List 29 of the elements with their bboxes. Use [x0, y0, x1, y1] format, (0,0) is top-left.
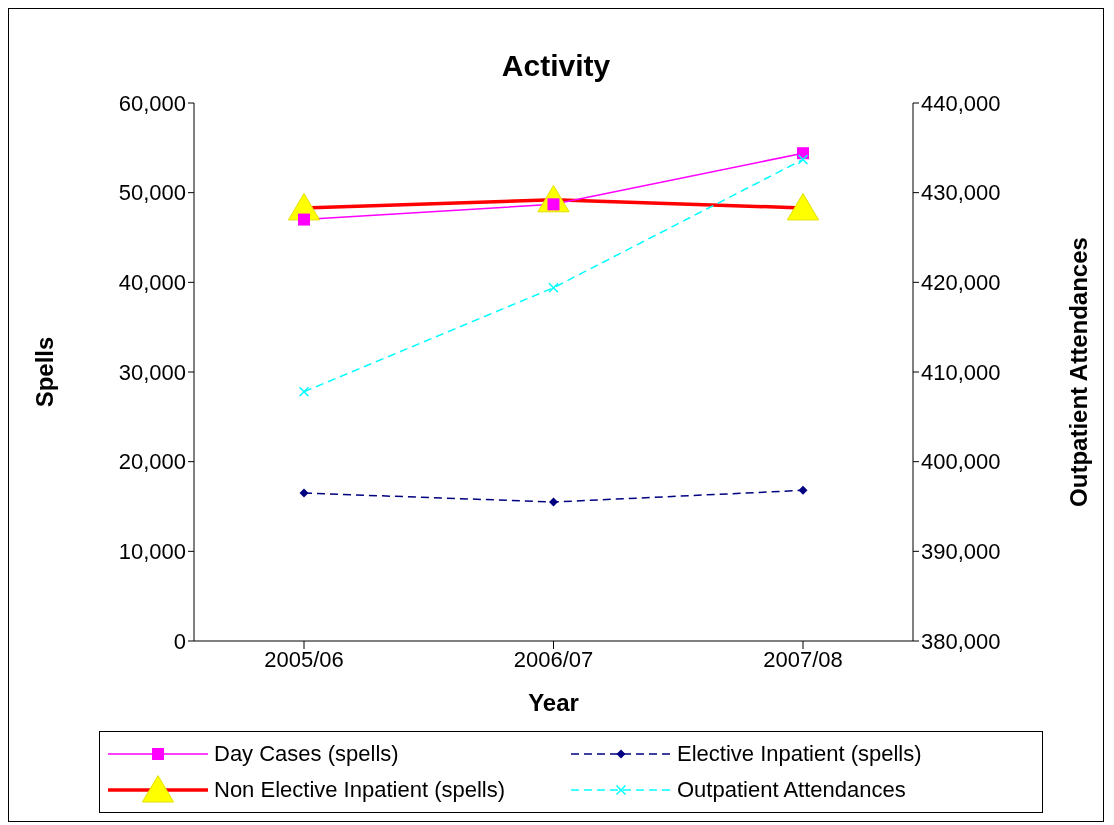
y-tick-label: 40,000 — [118, 270, 186, 296]
y2-tick-label: 380,000 — [921, 628, 1001, 654]
y-tick-label: 20,000 — [118, 449, 186, 475]
x-tick-label: 2006/07 — [513, 646, 594, 672]
y2-tick-label: 440,000 — [921, 90, 1001, 116]
y-tick-label: 0 — [173, 628, 186, 654]
y2-tick-label: 410,000 — [921, 359, 1001, 385]
y2-axis-title: Outpatient Attendances — [1064, 237, 1092, 507]
x-tick-label: 2007/08 — [763, 646, 843, 672]
legend-label: Outpatient Attendances — [677, 777, 906, 803]
y-tick-label: 30,000 — [118, 359, 186, 385]
legend-label: Non Elective Inpatient (spells) — [214, 777, 506, 803]
point — [298, 213, 310, 226]
point — [299, 488, 309, 498]
y2-tick-label: 400,000 — [921, 449, 1001, 475]
y-tick-label: 10,000 — [118, 539, 186, 565]
y-tick-label: 60,000 — [118, 90, 186, 116]
x-axis-title: Year — [528, 689, 579, 716]
x-tick-label: 2005/06 — [264, 646, 344, 672]
point — [549, 497, 558, 507]
y2-tick-label: 430,000 — [921, 180, 1001, 206]
y-tick-label: 50,000 — [118, 180, 186, 206]
chart-title: Activity — [500, 49, 612, 83]
y-axis-title: Spells — [30, 336, 58, 408]
legend-label: Day Cases (spells) — [214, 741, 399, 767]
y2-tick-label: 390,000 — [921, 539, 1001, 565]
y2-tick-label: 420,000 — [921, 270, 1001, 296]
point — [798, 485, 808, 495]
legend-label: Elective Inpatient (spells) — [677, 741, 922, 767]
